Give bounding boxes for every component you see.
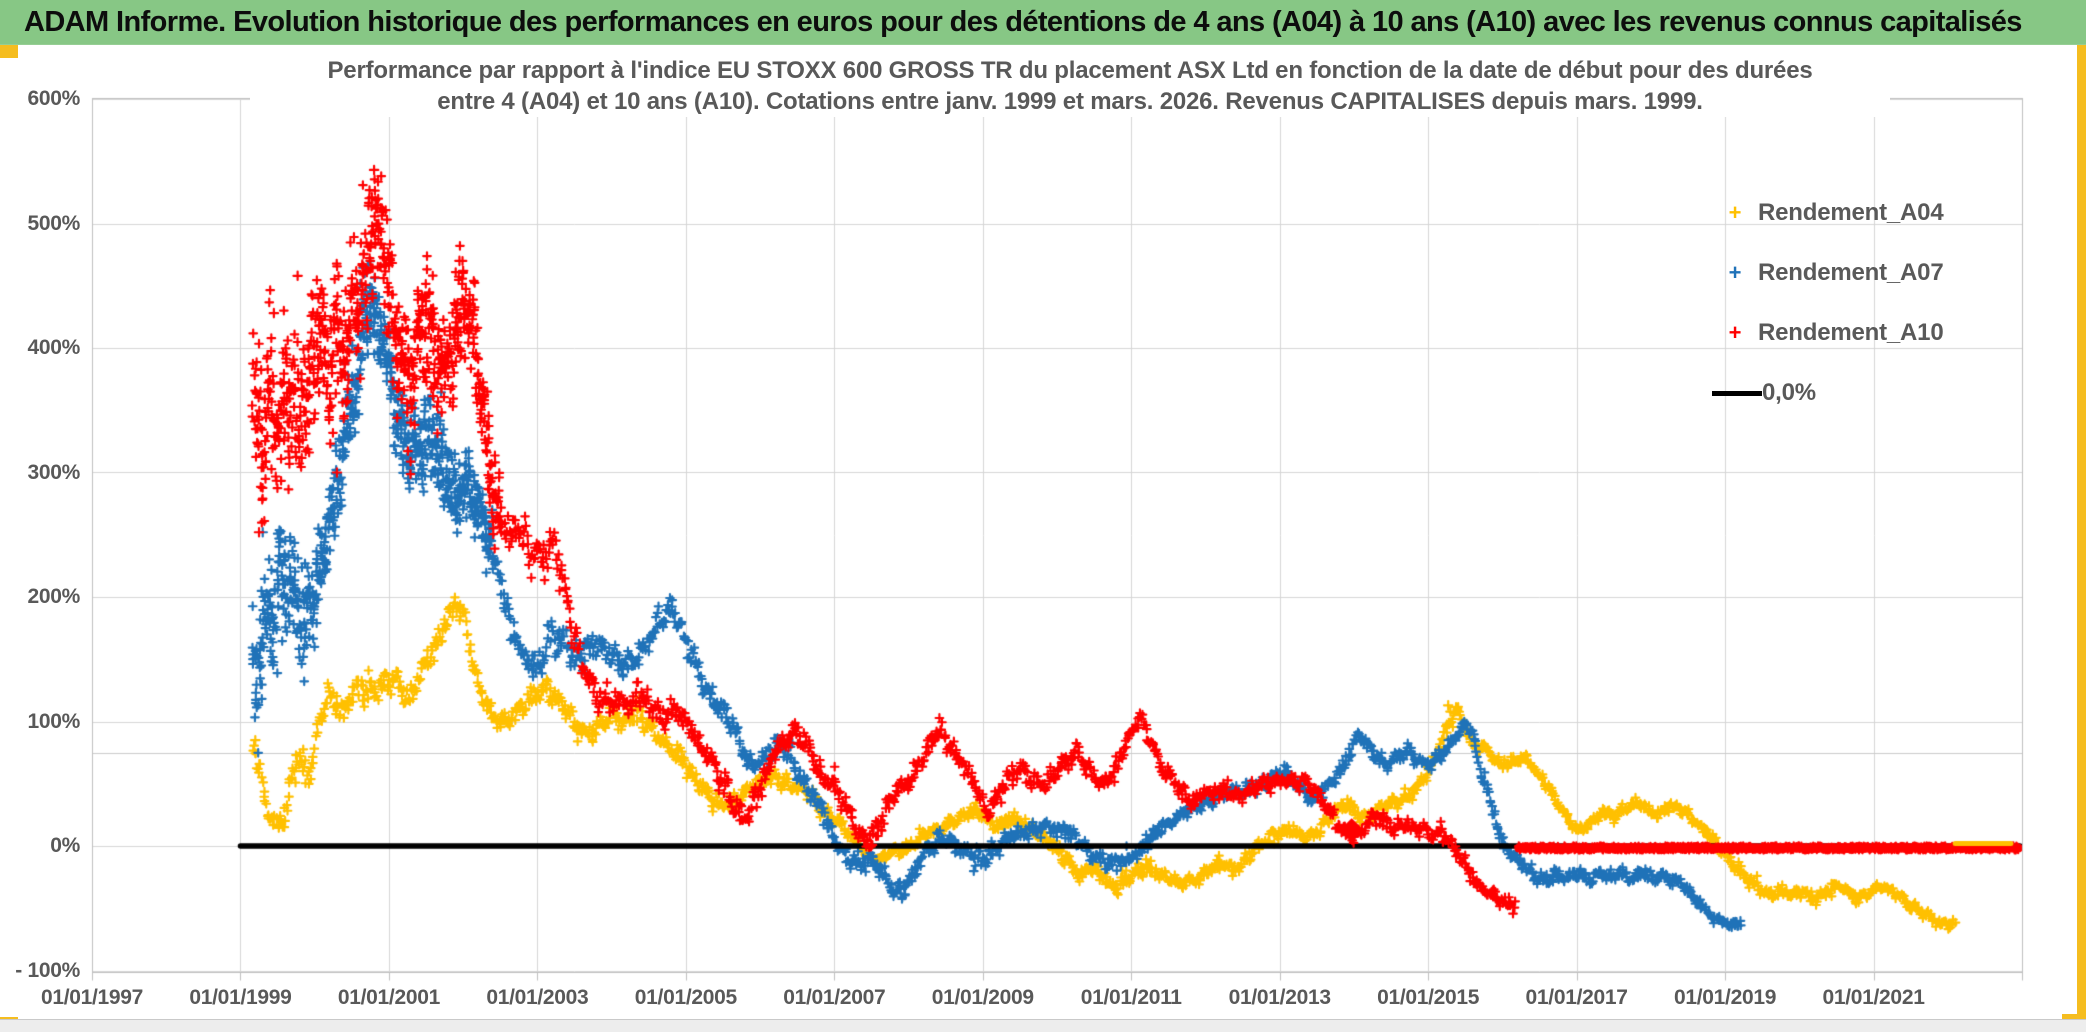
y-tick-label: 200% xyxy=(27,585,80,608)
x-tick-label: 01/01/2003 xyxy=(486,986,589,1009)
plus-marker-icon: + xyxy=(1728,200,1742,225)
x-tick-label: 01/01/1997 xyxy=(40,986,144,1009)
legend-item-rendement-a04[interactable]: + Rendement_A04 xyxy=(1712,196,1944,230)
y-tick-label: 100% xyxy=(27,709,80,733)
x-tick-label: 01/01/2007 xyxy=(783,986,886,1009)
chart-title-line2: entre 4 (A04) et 10 ans (A10). Cotations… xyxy=(437,88,1703,115)
y-tick-label: 600% xyxy=(27,87,80,110)
x-tick-label: 01/01/2011 xyxy=(1080,986,1182,1009)
x-tick-label: 01/01/2001 xyxy=(337,986,440,1009)
plus-marker-icon: + xyxy=(1728,260,1742,285)
zero-line-icon xyxy=(1712,390,1762,396)
plus-marker-icon: + xyxy=(1728,320,1742,345)
chart-title: Performance par rapport à l'indice EU ST… xyxy=(250,55,1890,117)
legend-item-zero-line[interactable]: 0,0% xyxy=(1712,376,1816,410)
x-tick-label: 01/01/2009 xyxy=(931,986,1034,1009)
x-tick-label: 01/01/2017 xyxy=(1525,986,1628,1009)
x-tick-label: 01/01/2015 xyxy=(1377,986,1480,1009)
x-tick-label: 01/01/2005 xyxy=(634,986,737,1009)
y-tick-label: 500% xyxy=(27,211,80,235)
chart-title-line1: Performance par rapport à l'indice EU ST… xyxy=(327,57,1813,84)
gold-accent-top-left xyxy=(0,45,18,58)
legend-label: 0,0% xyxy=(1762,379,1816,406)
legend-label: Rendement_A07 xyxy=(1758,259,1944,286)
legend-label: Rendement_A10 xyxy=(1758,319,1944,346)
y-tick-label: 300% xyxy=(27,460,80,484)
y-tick-label: 400% xyxy=(27,336,80,359)
gold-accent-right xyxy=(2077,45,2086,1031)
legend-label: Rendement_A04 xyxy=(1758,199,1944,226)
x-tick-label: 01/01/2019 xyxy=(1674,986,1777,1009)
legend-item-rendement-a10[interactable]: + Rendement_A10 xyxy=(1712,316,1944,350)
x-tick-label: 01/01/2013 xyxy=(1228,986,1331,1009)
legend-item-rendement-a07[interactable]: + Rendement_A07 xyxy=(1712,256,1944,290)
y-tick-label: 0% xyxy=(50,834,80,857)
x-tick-label: 01/01/1999 xyxy=(189,986,292,1009)
x-tick-label: 01/01/2021 xyxy=(1822,986,1925,1009)
sheet-bottom-strip xyxy=(0,1019,2086,1032)
y-tick-label: - 100% xyxy=(15,958,80,982)
